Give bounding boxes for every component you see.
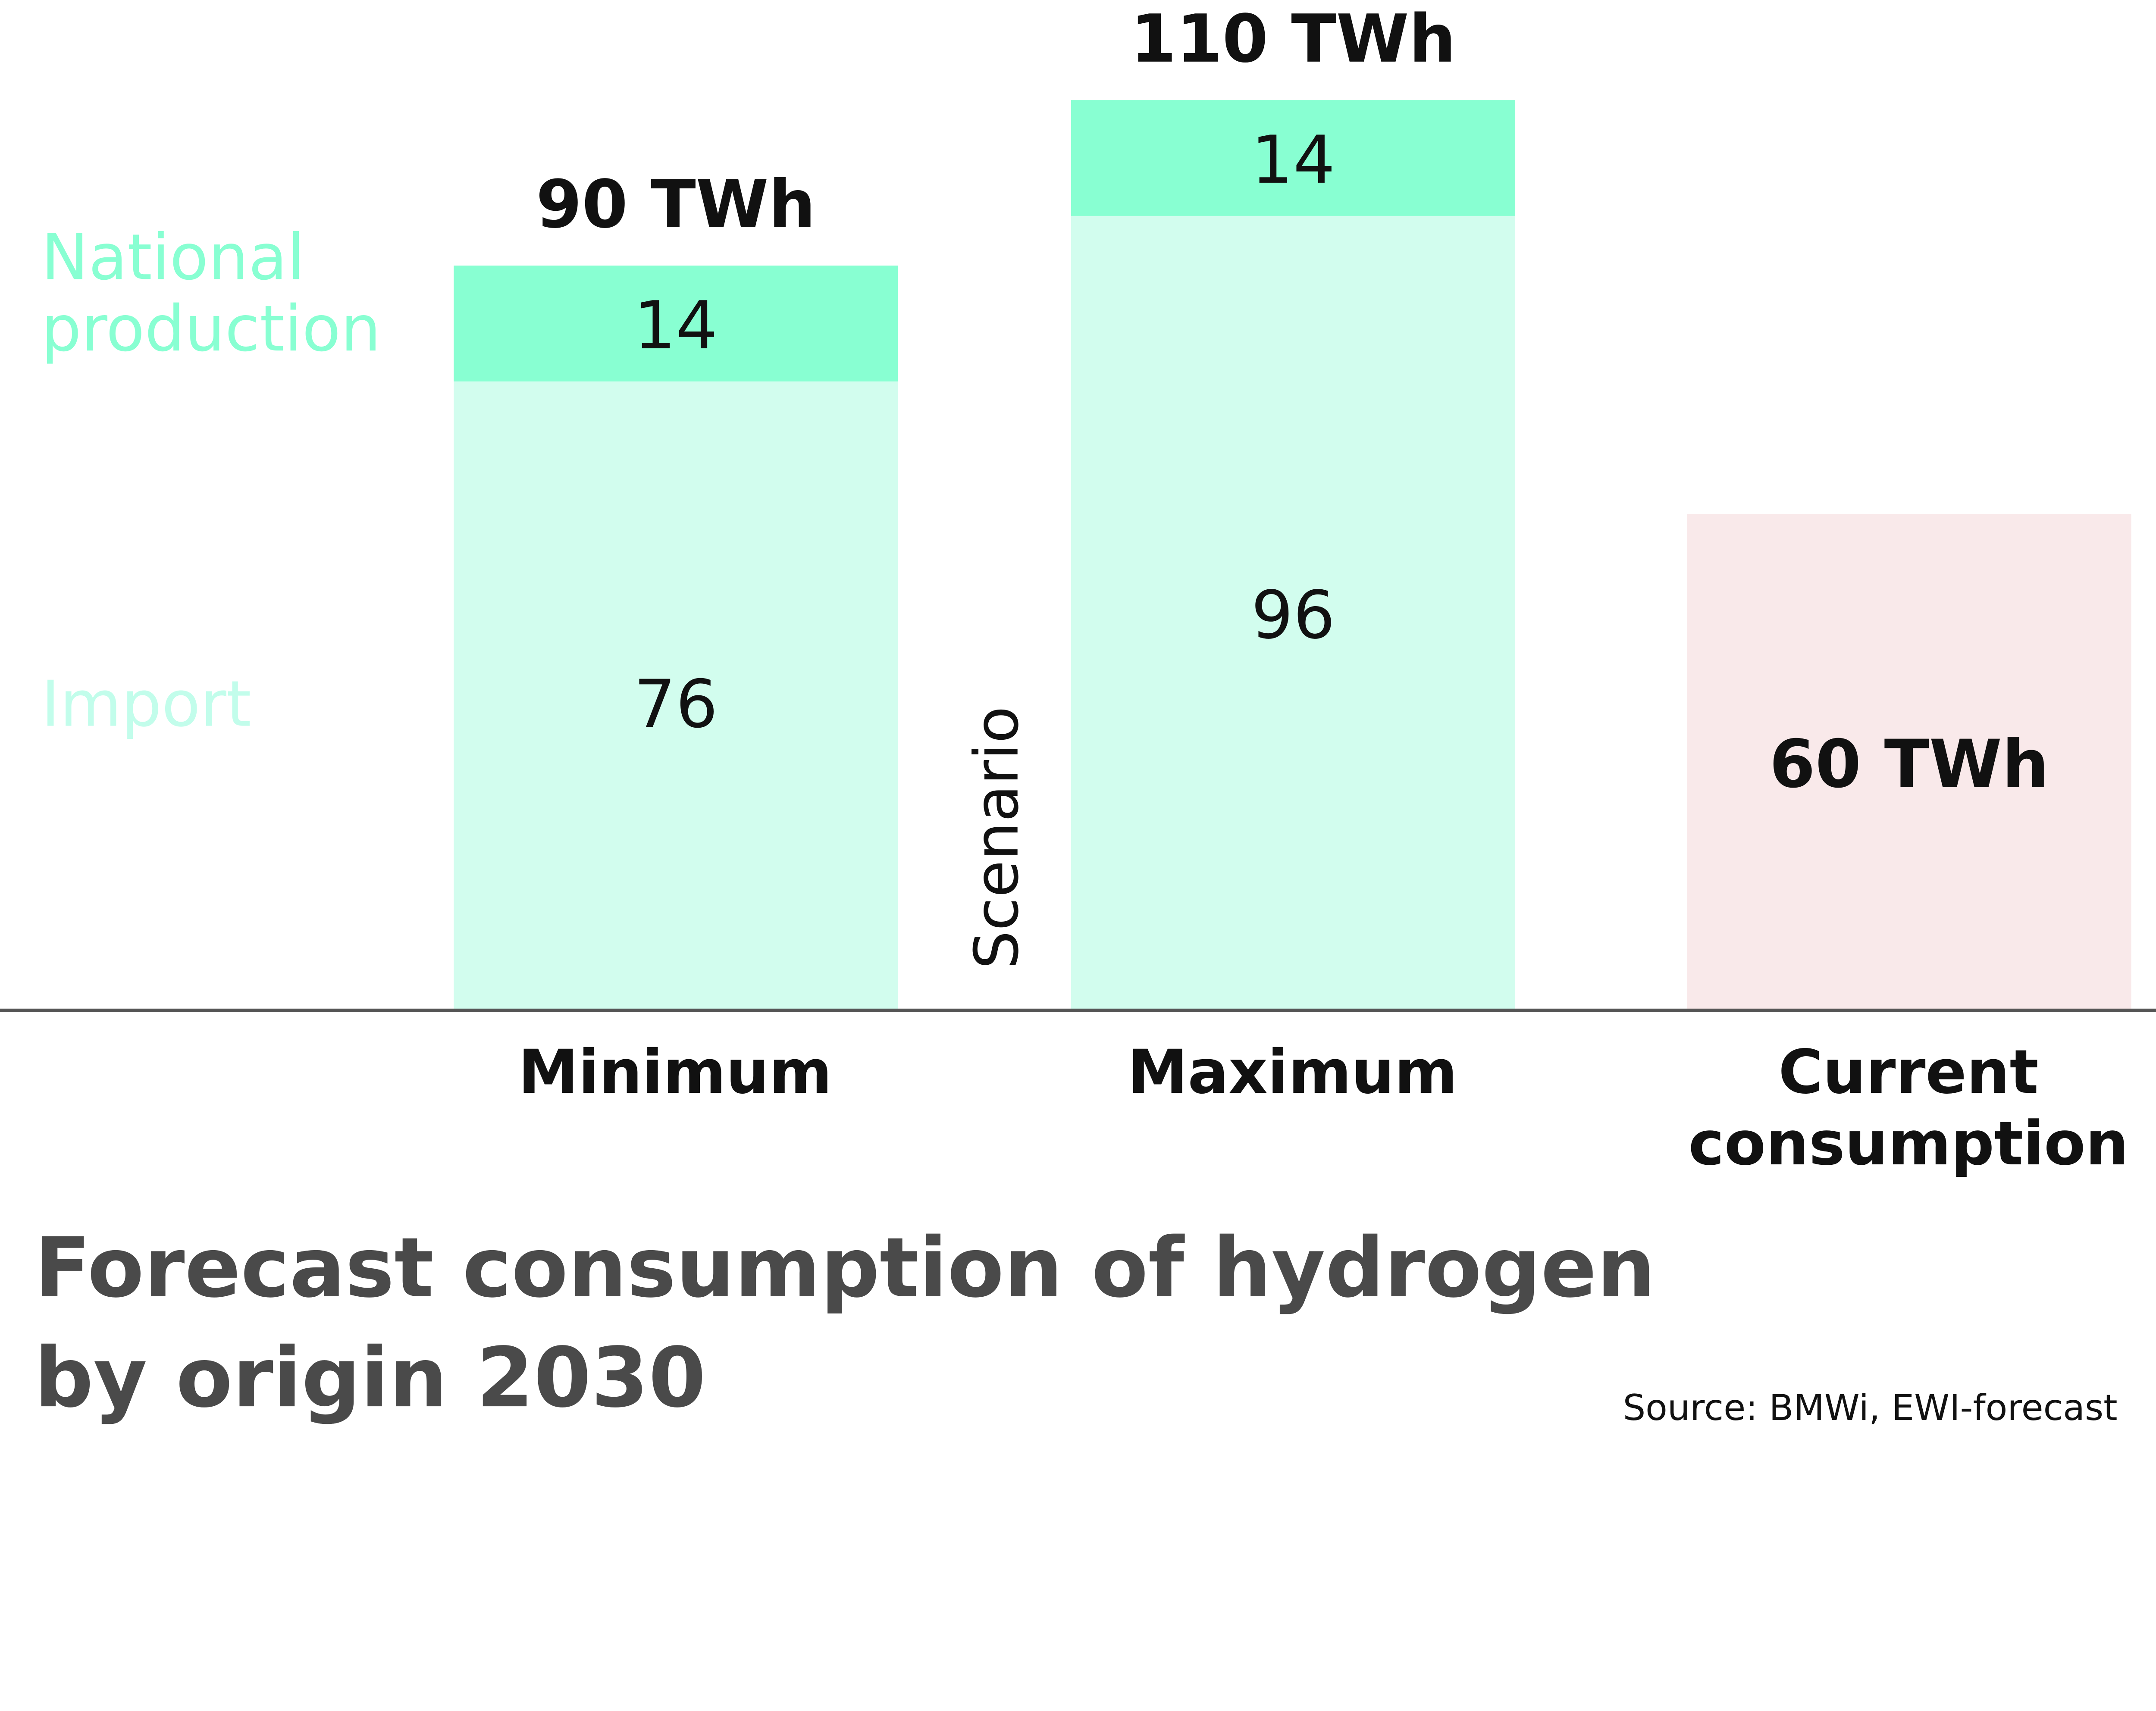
bar-maximum-national-production [1071,100,1516,216]
category-label-maximum: Maximum [1128,1037,1457,1107]
bar-minimum-national-production [454,266,898,382]
data-label-current-consumption-current-consumption: 60 TWh [1769,726,2049,803]
data-label-maximum-national-production: 14 [1251,122,1335,199]
bar-minimum-import [454,381,898,1010]
chart-title-line-2: by origin 2030 [34,1330,706,1426]
chart-title-line-1: Forecast consumption of hydrogen [34,1220,1655,1316]
legend-national-line-2: production [41,292,381,366]
legend-national-line-1: National [41,220,305,294]
data-label-maximum-import: 96 [1251,577,1335,654]
category-label-current-2: consumption [1689,1109,2129,1179]
data-label-minimum-import: 76 [634,666,718,743]
source-note: Source: BMWi, EWI-forecast [1623,1387,2118,1429]
category-label-minimum: Minimum [518,1037,832,1107]
group-label-scenario: Scenario [962,706,1032,969]
category-label-current-1: Current [1778,1037,2038,1107]
chart: 76 14 90 TWh 96 14 110 TWh 60 TWh National pro… [0,1,2156,1429]
legend-import: Import [41,667,251,741]
total-label-maximum: 110 TWh [1131,1,1456,78]
bar-maximum-import [1071,216,1516,1010]
total-label-minimum: 90 TWh [536,166,815,243]
bar-current-consumption-current-consumption [1687,513,2131,1010]
data-label-minimum-national-production: 14 [634,288,718,364]
bars: 76 14 90 TWh 96 14 110 TWh 60 TWh [454,1,2131,1010]
